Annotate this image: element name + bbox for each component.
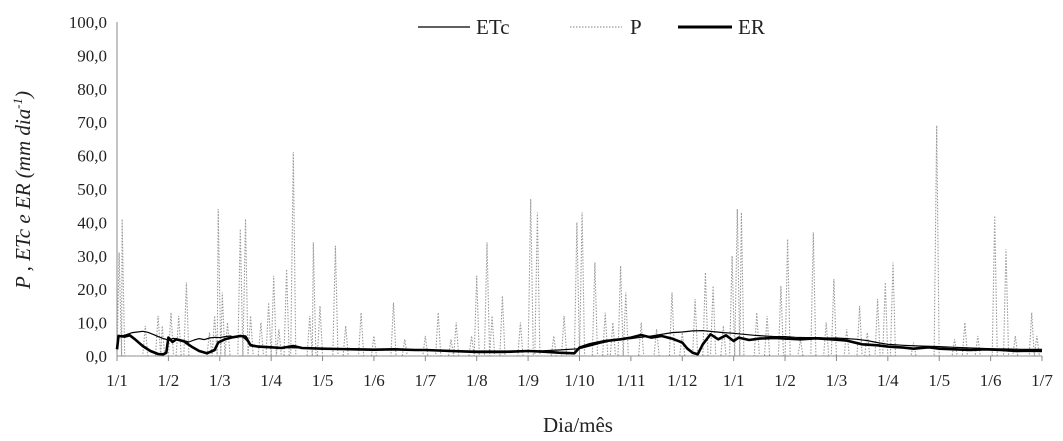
x-tick-labels: 1/1 1/2 1/3 1/4 1/5 1/6 1/7 1/8 1/9 1/10 1/11 1/12 1… xyxy=(106,356,1053,390)
x-tick-label: 1/9 xyxy=(517,371,539,390)
y-axis-title-superscript: -1 xyxy=(10,98,25,109)
y-axis-title: P , ETc e ER (mm dia-1) xyxy=(10,91,35,290)
y-tick-label: 30,0 xyxy=(77,247,107,266)
y-tick-label: 100,0 xyxy=(69,13,107,32)
series-line-er xyxy=(115,333,1043,356)
x-tick-label: 1/4 xyxy=(877,371,899,390)
y-tick-label: 0,0 xyxy=(86,347,107,366)
y-tick-label: 60,0 xyxy=(77,147,107,166)
y-tick-label: 10,0 xyxy=(77,314,107,333)
y-tick-label: 80,0 xyxy=(77,80,107,99)
x-tick-label: 1/6 xyxy=(363,371,385,390)
x-tick-label: 1/1 xyxy=(106,371,128,390)
y-tick-label: 20,0 xyxy=(77,280,107,299)
x-axis-title: Dia/mês xyxy=(543,413,613,437)
y-tick-label: 40,0 xyxy=(77,213,107,232)
x-tick-label: 1/12 xyxy=(667,371,697,390)
x-tick-label: 1/6 xyxy=(980,371,1002,390)
y-tick-label: 90,0 xyxy=(77,46,107,65)
y-axis-title-text: P , ETc e ER (mm dia xyxy=(11,109,35,290)
legend-label-etc: ETc xyxy=(476,15,510,39)
legend-label-er: ER xyxy=(738,15,765,39)
x-tick-label: 1/8 xyxy=(466,371,488,390)
x-tick-label: 1/11 xyxy=(616,371,646,390)
x-tick-label: 1/5 xyxy=(312,371,334,390)
y-tick-label: 50,0 xyxy=(77,180,107,199)
x-tick-label: 1/2 xyxy=(774,371,796,390)
y-tick-label: 70,0 xyxy=(77,113,107,132)
x-tick-label: 1/3 xyxy=(826,371,848,390)
x-tick-label: 1/7 xyxy=(414,371,436,390)
legend: ETc P ER xyxy=(418,15,765,39)
x-tick-label: 1/1 xyxy=(723,371,745,390)
y-tick-labels: 0,0 10,0 20,0 30,0 40,0 50,0 60,0 70,0 80,0 90,0 1… xyxy=(69,13,107,366)
x-tick-label: 1/3 xyxy=(209,371,231,390)
legend-label-p: P xyxy=(630,15,642,39)
series-line-p xyxy=(116,125,1040,357)
x-tick-label: 1/4 xyxy=(260,371,282,390)
series xyxy=(115,125,1043,357)
x-tick-label: 1/5 xyxy=(928,371,950,390)
y-axis-title-close: ) xyxy=(11,91,35,99)
x-tick-label: 1/7 xyxy=(1031,371,1053,390)
x-tick-label: 1/2 xyxy=(158,371,180,390)
axes xyxy=(116,22,1042,357)
x-tick-label: 1/10 xyxy=(564,371,594,390)
